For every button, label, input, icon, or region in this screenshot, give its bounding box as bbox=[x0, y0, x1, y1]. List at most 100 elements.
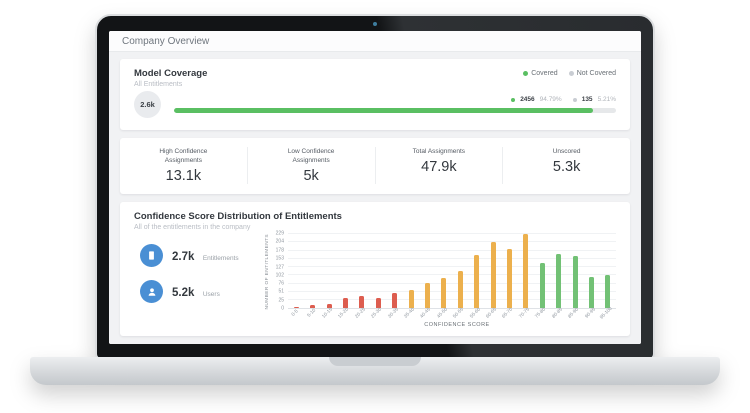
bar-col-15-20 bbox=[337, 234, 353, 308]
bar-col-80-85 bbox=[551, 234, 567, 308]
distribution-subtitle: All of the entitlements in the company bbox=[134, 224, 251, 232]
covered-count: 2456 bbox=[520, 96, 535, 103]
bar-30-35 bbox=[392, 292, 398, 308]
stat-value: 5k bbox=[303, 168, 319, 185]
stat-high-confidence: High Confidence Assignments 13.1k bbox=[120, 147, 248, 185]
distribution-side-stats: 2.7k Entitlements 5.2k bbox=[134, 234, 262, 331]
x-tick-label: 75-80 bbox=[534, 307, 548, 320]
bar-col-10-15 bbox=[321, 234, 337, 308]
distribution-card: Confidence Score Distribution of Entitle… bbox=[120, 202, 630, 336]
bar-20-25 bbox=[359, 296, 365, 308]
x-tick-label: 45-50 bbox=[436, 307, 449, 320]
bar-col-55-60 bbox=[468, 234, 484, 308]
x-tick-label: 90-95 bbox=[584, 307, 597, 320]
entitlements-stat: 2.7k Entitlements bbox=[140, 244, 262, 268]
entitlements-label: Entitlements bbox=[202, 254, 239, 262]
x-tick-label: 50-55 bbox=[452, 307, 466, 320]
legend-item-covered[interactable]: Covered bbox=[523, 70, 558, 77]
users-label: Users bbox=[202, 290, 220, 298]
x-tick-label: 85-90 bbox=[567, 307, 580, 320]
gridline bbox=[288, 266, 616, 268]
y-tick-label: 25 bbox=[278, 297, 284, 304]
bar-col-75-80 bbox=[534, 234, 550, 308]
dashboard: Company Overview Model Coverage All Enti… bbox=[109, 31, 641, 344]
bar-col-60-65 bbox=[485, 234, 501, 308]
x-tick-label: 70-75 bbox=[518, 307, 531, 320]
y-tick-label: 51 bbox=[278, 288, 284, 295]
y-tick-label: 76 bbox=[278, 280, 284, 287]
model-coverage-card: Model Coverage All Entitlements Covered bbox=[120, 59, 630, 130]
bar-60-65 bbox=[490, 241, 496, 308]
x-tick-label: 95-100 bbox=[599, 306, 614, 321]
x-tick-label: 25-30 bbox=[370, 307, 384, 320]
assignment-stats-row: High Confidence Assignments 13.1k Low Co… bbox=[120, 138, 630, 195]
chart-plot bbox=[288, 233, 616, 309]
stat-value: 5.3k bbox=[552, 159, 581, 176]
legend-not-covered-label: Not Covered bbox=[576, 70, 616, 77]
bar-col-90-95 bbox=[583, 234, 599, 308]
gridline bbox=[288, 290, 616, 292]
bar-col-5-10 bbox=[304, 234, 320, 308]
not-covered-dot-icon bbox=[572, 97, 577, 102]
bar-15-20 bbox=[342, 298, 348, 308]
confidence-distribution-chart: NUMBER OF ENTITLEMENTS 0 25 51 76 102 127 153 1… bbox=[262, 230, 616, 331]
bar-col-30-35 bbox=[386, 234, 402, 308]
legend-item-not-covered[interactable]: Not Covered bbox=[568, 70, 616, 77]
stat-unscored: Unscored 5.3k bbox=[503, 147, 630, 184]
bar-95-100 bbox=[605, 275, 611, 308]
stat-value: 13.1k bbox=[165, 168, 202, 185]
gridline bbox=[288, 274, 616, 276]
covered-dot-icon bbox=[511, 97, 516, 102]
gridline bbox=[288, 241, 616, 243]
bar-65-70 bbox=[506, 249, 512, 308]
y-tick-label: 204 bbox=[275, 238, 284, 245]
x-tick-label: 20-25 bbox=[354, 307, 367, 320]
stat-label: Total Assignments bbox=[412, 148, 466, 155]
bar-40-45 bbox=[424, 282, 430, 308]
bar-85-90 bbox=[572, 256, 578, 308]
distribution-title: Confidence Score Distribution of Entitle… bbox=[134, 211, 342, 223]
bar-80-85 bbox=[556, 253, 562, 308]
chart-bars bbox=[288, 234, 616, 308]
gridline bbox=[288, 282, 616, 284]
x-tick-label: 40-45 bbox=[420, 307, 433, 320]
stat-label: High Confidence Assignments bbox=[159, 148, 208, 165]
gridline bbox=[288, 298, 616, 300]
coverage-progress-fill bbox=[174, 108, 593, 113]
bar-0-5 bbox=[293, 307, 299, 308]
webcam-icon bbox=[373, 22, 377, 26]
app-header: Company Overview bbox=[109, 31, 641, 52]
users-stat: 5.2k Users bbox=[140, 280, 262, 304]
bar-col-40-45 bbox=[419, 234, 435, 308]
y-tick-label: 153 bbox=[275, 255, 284, 262]
bar-col-70-75 bbox=[518, 234, 534, 308]
users-count: 5.2k bbox=[172, 286, 195, 299]
laptop-base bbox=[30, 357, 720, 385]
y-tick-label: 229 bbox=[275, 230, 284, 237]
x-tick-label: 55-60 bbox=[469, 307, 482, 320]
page-title: Company Overview bbox=[122, 35, 210, 47]
not-covered-percent: 5.21% bbox=[597, 96, 616, 103]
bar-5-10 bbox=[310, 304, 316, 308]
bar-55-60 bbox=[474, 254, 480, 308]
chart-y-axis-title: NUMBER OF ENTITLEMENTS bbox=[264, 233, 270, 310]
bar-35-40 bbox=[408, 289, 414, 308]
not-covered-count: 135 bbox=[581, 96, 593, 103]
coverage-stats: 2456 94.79% 135 5.21% bbox=[174, 96, 616, 103]
x-tick-label: 65-70 bbox=[502, 307, 515, 320]
bar-col-0-5 bbox=[288, 234, 304, 308]
not-covered-dot-icon bbox=[568, 71, 574, 76]
gridline bbox=[288, 233, 616, 235]
bar-col-95-100 bbox=[600, 234, 616, 308]
stat-label: Unscored bbox=[552, 148, 581, 155]
stat-total-assignments: Total Assignments 47.9k bbox=[376, 147, 504, 185]
bar-45-50 bbox=[441, 278, 447, 308]
x-tick-label: 80-85 bbox=[551, 307, 564, 320]
stat-value: 47.9k bbox=[421, 159, 457, 176]
laptop-base-notch bbox=[329, 357, 421, 366]
model-coverage-title: Model Coverage bbox=[134, 68, 208, 79]
laptop-screen-bezel: Company Overview Model Coverage All Enti… bbox=[95, 14, 655, 360]
x-tick-label: 35-40 bbox=[403, 307, 416, 320]
